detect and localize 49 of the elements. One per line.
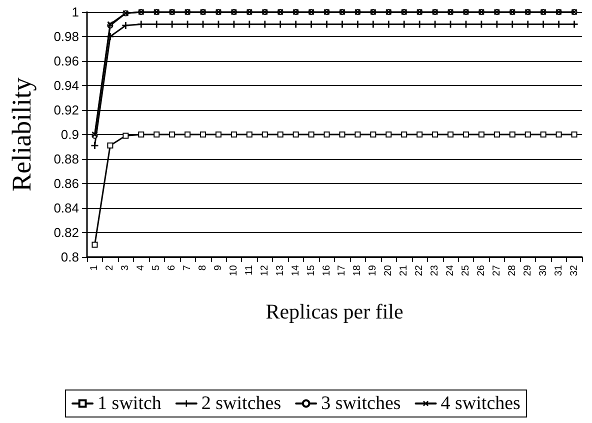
x-tick-label: 4 (136, 264, 147, 271)
x-tick-label: 8 (198, 264, 209, 271)
legend-label: 3 switches (321, 393, 401, 414)
y-tick-label: 0.9 (60, 127, 79, 142)
y-tick-label: 0.8 (60, 250, 79, 264)
y-tick-label: 0.88 (54, 152, 79, 166)
x-tick-label: 3 (120, 264, 132, 271)
legend-label: 2 switches (201, 393, 282, 414)
x-tick-label: 19 (368, 264, 379, 276)
y-tick-label: 0.86 (54, 176, 79, 191)
y-tick-label: 0.98 (54, 29, 79, 44)
x-tick-label: 20 (383, 264, 394, 276)
x-tick-label: 16 (321, 264, 332, 276)
x-tick-label: 11 (244, 264, 255, 276)
x-tick-label: 2 (104, 264, 116, 271)
x-tick-label: 23 (430, 264, 441, 276)
legend-label: 4 switches (440, 393, 520, 414)
y-tick-label: 0.92 (54, 102, 79, 118)
x-tick-label: 26 (476, 264, 487, 276)
x-tick-label: 1 (89, 264, 100, 271)
x-tick-label: 9 (212, 264, 224, 271)
x-tick-label: 29 (522, 264, 534, 276)
x-axis-title: Replicas per file (266, 300, 404, 324)
x-tick-label: 24 (445, 264, 456, 276)
y-tick-label: 0.82 (54, 225, 79, 240)
x-tick-label: 7 (182, 264, 194, 271)
x-tick-label: 12 (259, 264, 270, 276)
y-tick-label: 0.96 (54, 54, 79, 68)
x-tick-label: 10 (228, 264, 240, 276)
y-axis-title: Reliability (6, 77, 36, 192)
x-tick-label: 30 (538, 264, 549, 276)
y-tick-label: 0.84 (54, 200, 79, 216)
x-tick-label: 6 (166, 264, 178, 271)
x-tick-label: 5 (151, 264, 162, 271)
y-tick-label: 1 (72, 4, 79, 20)
x-tick-label: 32 (568, 264, 580, 276)
legend-label: 1 switch (98, 393, 162, 414)
x-tick-label: 15 (306, 264, 317, 276)
x-tick-label: 18 (352, 264, 364, 276)
x-tick-label: 14 (290, 264, 302, 276)
y-tick-label: 0.94 (54, 78, 79, 93)
x-tick-label: 13 (274, 264, 286, 276)
x-tick-label: 27 (491, 264, 502, 276)
x-tick-label: 21 (398, 264, 410, 276)
x-tick-label: 31 (553, 264, 564, 276)
x-tick-label: 28 (506, 264, 518, 276)
x-tick-label: 22 (414, 264, 426, 276)
x-tick-label: 17 (336, 264, 348, 276)
x-tick-label: 25 (460, 264, 472, 276)
